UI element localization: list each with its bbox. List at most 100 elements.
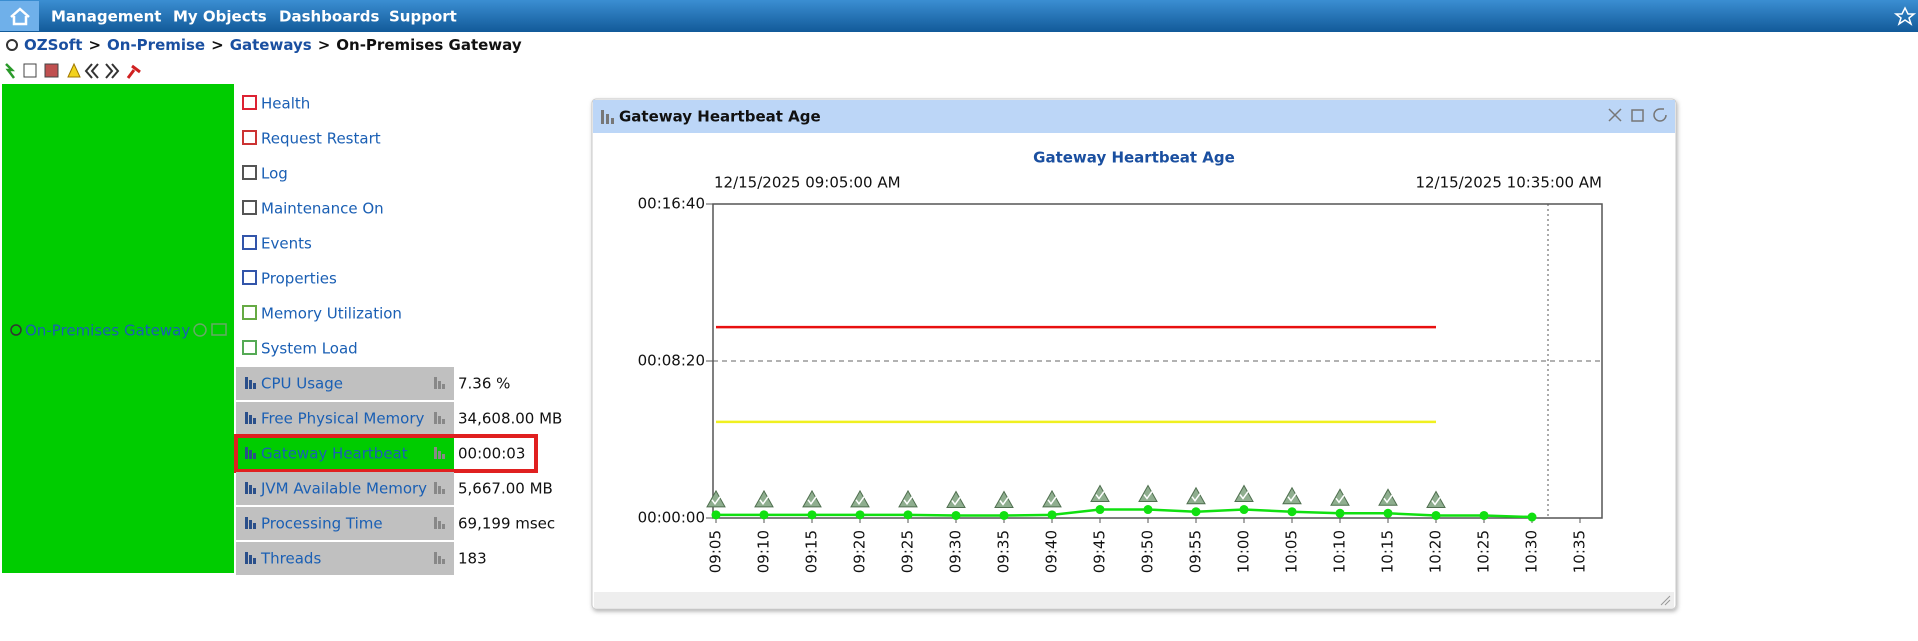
status-icon	[802, 489, 822, 508]
metric-name[interactable]: Threads	[260, 550, 321, 568]
status-icon	[1138, 484, 1158, 503]
data-point[interactable]	[1047, 510, 1057, 520]
toolbar-icon[interactable]	[126, 64, 141, 79]
data-point[interactable]	[1239, 505, 1249, 515]
icon-bar	[434, 412, 437, 424]
status-check	[1335, 494, 1345, 504]
icon-bar	[442, 454, 445, 459]
note-icon[interactable]	[211, 323, 227, 336]
data-point[interactable]	[951, 510, 961, 520]
data-point[interactable]	[1431, 510, 1441, 520]
icon-bar	[438, 486, 441, 494]
icon-bar	[438, 451, 441, 459]
x-tick-label: 10:35	[1571, 530, 1589, 573]
metric-value: 69,199 msec	[458, 515, 555, 533]
breadcrumb-item[interactable]: Gateways	[230, 36, 312, 54]
chart-button[interactable]	[434, 482, 445, 494]
series-line	[716, 508, 1533, 519]
icon-bar	[249, 520, 252, 529]
metric-name[interactable]: Free Physical Memory	[261, 410, 425, 428]
metric-name[interactable]: CPU Usage	[261, 375, 343, 393]
toolbar-icon[interactable]	[84, 63, 99, 79]
resize-handle[interactable]	[1660, 595, 1671, 606]
status-icon	[994, 490, 1014, 508]
metric-name[interactable]: Gateway Heartbeat	[261, 445, 408, 463]
breadcrumb-separator: >	[318, 36, 331, 54]
data-point[interactable]	[999, 510, 1009, 520]
chart-button[interactable]	[434, 447, 445, 459]
toolbar-icon[interactable]	[105, 63, 120, 79]
icon-bar	[253, 558, 256, 564]
metric-value: 00:00:03	[458, 445, 525, 463]
data-point[interactable]	[1479, 510, 1489, 520]
breadcrumb-item: On-Premises Gateway	[336, 36, 522, 54]
chart-button[interactable]	[434, 552, 445, 564]
metric-icon	[245, 517, 256, 529]
metric-icon	[245, 377, 256, 389]
x-tick-label: 09:40	[1043, 530, 1061, 573]
toolbar-icon[interactable]	[5, 63, 16, 79]
metric-cell	[236, 542, 454, 575]
status-icon	[10, 324, 22, 336]
chart-button[interactable]	[434, 377, 445, 389]
metric-icon	[245, 447, 256, 459]
data-point[interactable]	[1095, 505, 1105, 515]
data-point[interactable]	[1191, 507, 1201, 517]
nav-item[interactable]: Dashboards	[279, 8, 379, 26]
action-link[interactable]: Maintenance On	[261, 200, 384, 218]
home-button[interactable]	[0, 1, 39, 31]
chart-window	[591, 98, 1677, 610]
action-link[interactable]: Request Restart	[261, 130, 381, 148]
status-check	[1095, 491, 1105, 500]
object-name[interactable]: On-Premises Gateway	[25, 322, 190, 340]
metric-icon	[245, 552, 256, 564]
action-link[interactable]: System Load	[261, 340, 358, 358]
refresh-button[interactable]	[1653, 108, 1667, 122]
chart-button[interactable]	[434, 517, 445, 529]
x-tick-label: 09:15	[803, 530, 821, 573]
toolbar-icon[interactable]	[44, 63, 59, 78]
action-link[interactable]: Memory Utilization	[261, 305, 402, 323]
y-tick-label: 00:08:20	[638, 352, 705, 370]
object-panel	[2, 84, 234, 573]
status-check	[1239, 491, 1249, 500]
nav-item[interactable]: Support	[389, 8, 457, 26]
x-tick-label: 09:35	[995, 530, 1013, 573]
data-point[interactable]	[1335, 508, 1345, 518]
toolbar-icon[interactable]	[23, 63, 37, 78]
icon-bar	[438, 416, 441, 424]
nav-item[interactable]: Management	[51, 8, 161, 26]
toolbar-icon[interactable]	[67, 62, 81, 78]
chart-button[interactable]	[434, 412, 445, 424]
favorite-icon[interactable]	[1893, 6, 1917, 26]
status-check	[759, 496, 769, 506]
data-point[interactable]	[1527, 512, 1537, 522]
action-link[interactable]: Log	[261, 165, 288, 183]
action-link[interactable]: Properties	[261, 270, 337, 288]
data-point[interactable]	[711, 510, 721, 520]
icon-bar	[245, 447, 248, 459]
metric-cell	[236, 472, 454, 505]
breadcrumb-item[interactable]: On-Premise	[107, 36, 205, 54]
metric-name[interactable]: JVM Available Memory	[260, 480, 427, 498]
metric-name[interactable]: Processing Time	[261, 515, 383, 533]
action-link[interactable]: Health	[261, 95, 310, 113]
settings-icon[interactable]	[6, 39, 18, 51]
data-point[interactable]	[1383, 508, 1393, 518]
data-point[interactable]	[1287, 507, 1297, 517]
action-link[interactable]: Events	[261, 235, 312, 253]
breadcrumb-item[interactable]: OZSoft	[24, 36, 82, 54]
check-icon[interactable]	[193, 323, 207, 337]
data-point[interactable]	[855, 510, 865, 520]
maximize-button[interactable]	[1631, 109, 1644, 122]
data-point[interactable]	[1143, 505, 1153, 515]
data-point[interactable]	[759, 510, 769, 520]
data-point[interactable]	[903, 510, 913, 520]
data-point[interactable]	[807, 510, 817, 520]
status-icon	[1090, 484, 1110, 503]
nav-item[interactable]: My Objects	[173, 8, 267, 26]
action-icon	[242, 95, 257, 110]
close-button[interactable]	[1608, 108, 1622, 122]
breadcrumb-separator: >	[211, 36, 224, 54]
status-icon	[1330, 488, 1350, 506]
